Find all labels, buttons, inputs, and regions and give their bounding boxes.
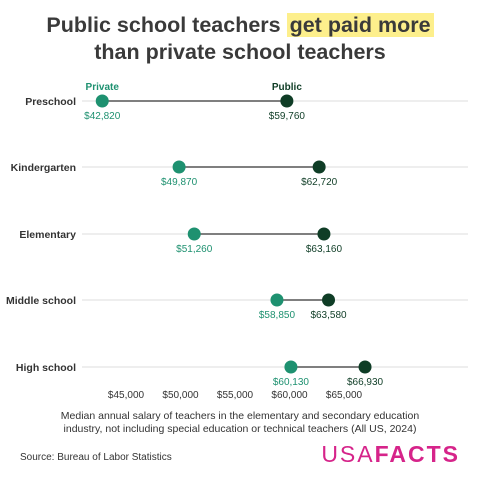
source-note: Source: Bureau of Labor Statistics (20, 452, 172, 463)
public-dot (322, 293, 336, 307)
public-series-label: Public (272, 82, 302, 93)
public-dot (317, 227, 331, 241)
x-tick-label: $65,000 (326, 390, 363, 401)
logo-usa: USA (321, 441, 375, 467)
x-tick-label: $60,000 (271, 390, 308, 401)
private-series-label: Private (86, 82, 120, 93)
chart-title: Public school teachers get paid more tha… (0, 12, 480, 66)
private-dot (172, 160, 186, 174)
private-dot (284, 360, 298, 374)
category-label: Kindergarten (11, 162, 76, 174)
private-value-label: $58,850 (259, 310, 296, 321)
chart-caption: Median annual salary of teachers in the … (60, 410, 420, 435)
private-dot (95, 94, 109, 108)
public-value-label: $66,930 (347, 377, 384, 388)
x-tick-label: $55,000 (217, 390, 254, 401)
public-value-label: $63,160 (306, 244, 343, 255)
private-value-label: $51,260 (176, 244, 213, 255)
usafacts-logo: USAFACTS (321, 441, 460, 468)
private-dot (270, 293, 284, 307)
private-value-label: $49,870 (161, 177, 198, 188)
category-label: Elementary (19, 229, 76, 241)
x-tick-label: $50,000 (162, 390, 199, 401)
public-value-label: $59,760 (269, 111, 306, 122)
x-tick-label: $45,000 (108, 390, 145, 401)
title-line1-text: Public school teachers (46, 13, 287, 37)
category-label: Preschool (25, 96, 76, 108)
category-label: Middle school (6, 295, 76, 307)
public-dot (358, 360, 372, 374)
private-value-label: $60,130 (273, 377, 310, 388)
title-highlight: get paid more (286, 13, 434, 37)
public-value-label: $62,720 (301, 177, 338, 188)
private-value-label: $42,820 (84, 111, 121, 122)
category-label: High school (16, 362, 76, 374)
public-value-label: $63,580 (310, 310, 347, 321)
public-dot (312, 160, 326, 174)
logo-facts: FACTS (374, 441, 460, 467)
private-dot (187, 227, 201, 241)
title-line2-text: than private school teachers (94, 40, 386, 64)
public-dot (280, 94, 294, 108)
